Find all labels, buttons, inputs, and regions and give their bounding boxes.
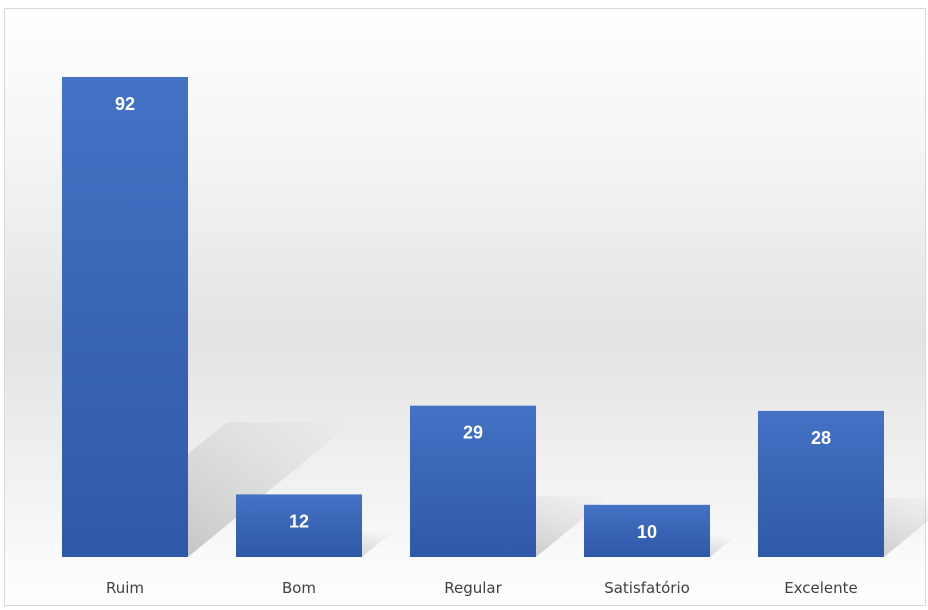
bar-bom xyxy=(236,494,362,557)
category-label-ruim: Ruim xyxy=(106,579,144,597)
category-labels-group: Ruim Bom Regular Satisfatório Excelente xyxy=(106,579,858,597)
value-label-satisfatorio: 10 xyxy=(637,522,657,542)
value-label-regular: 29 xyxy=(463,423,483,443)
category-label-satisfatorio: Satisfatório xyxy=(604,579,690,597)
value-labels-group: 92 12 29 10 28 xyxy=(115,94,831,542)
bar-regular xyxy=(410,405,536,557)
category-label-regular: Regular xyxy=(444,579,502,597)
value-label-excelente: 28 xyxy=(811,428,831,448)
category-label-excelente: Excelente xyxy=(784,579,858,597)
value-label-bom: 12 xyxy=(289,511,309,531)
bar-excelente xyxy=(758,410,884,557)
value-label-ruim: 92 xyxy=(115,94,135,114)
bar-ruim xyxy=(62,77,188,557)
bar-satisfatorio xyxy=(584,504,710,557)
bars-group xyxy=(62,77,884,557)
category-label-bom: Bom xyxy=(282,579,316,597)
